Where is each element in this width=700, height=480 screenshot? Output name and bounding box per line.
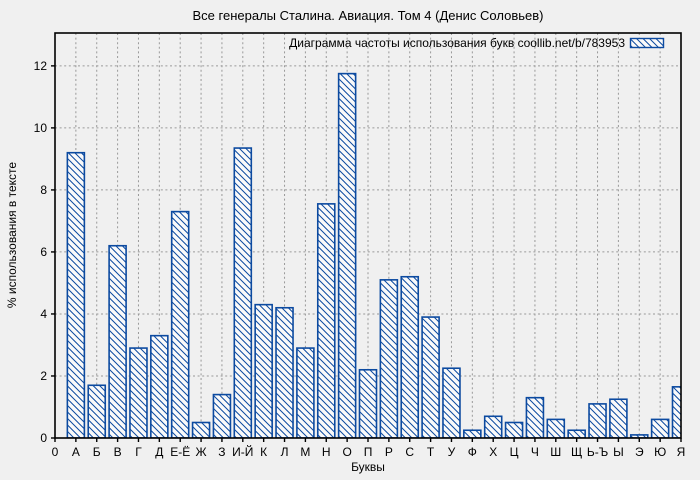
x-tick-label: Ш [550, 445, 561, 459]
bar-Ы [609, 398, 628, 438]
bar-Ф [463, 429, 482, 438]
bar-М [296, 347, 315, 438]
bar-Л [275, 306, 294, 438]
bar-Т [421, 316, 440, 438]
x-tick-label: Ы [613, 445, 624, 459]
x-tick-label: О [342, 445, 351, 459]
bar-Ч [525, 396, 545, 438]
legend-swatch [629, 37, 665, 49]
x-tick-label: 0 [52, 445, 59, 459]
bar-Ю [650, 418, 670, 438]
x-tick-label: К [260, 445, 267, 459]
bar-Г [129, 347, 148, 438]
x-tick-label: Д [155, 445, 163, 459]
legend: Диаграмма частоты использования букв coo… [289, 36, 665, 50]
y-tick-label: 12 [34, 59, 48, 73]
bar-И-Й [233, 147, 253, 438]
x-tick-label: Б [93, 445, 101, 459]
x-tick-label: У [448, 445, 456, 459]
bar-Ж [191, 421, 211, 438]
chart-title: Все генералы Сталина. Авиация. Том 4 (Де… [193, 8, 544, 23]
x-tick-label: Е-Ё [170, 445, 190, 459]
x-tick-label: Р [385, 445, 393, 459]
x-axis-label: Буквы [351, 460, 385, 474]
x-tick-label: А [72, 445, 80, 459]
bar-К [254, 303, 273, 438]
bar-Я [671, 386, 681, 438]
x-tick-label: Я [677, 445, 686, 459]
y-tick-label: 6 [40, 245, 47, 259]
x-tick-label: Ф [468, 445, 477, 459]
bar-Р [379, 279, 399, 438]
x-tick-label: З [218, 445, 225, 459]
x-tick-label: Г [135, 445, 142, 459]
x-tick-label: Т [427, 445, 435, 459]
bar-Ь-Ъ [588, 403, 607, 438]
x-tick-label: В [114, 445, 122, 459]
x-tick-label: Н [322, 445, 331, 459]
bar-П [358, 368, 378, 438]
x-tick-label: Ч [531, 445, 539, 459]
x-tick-label: Ц [510, 445, 519, 459]
bar-Е-Ё [170, 210, 190, 438]
bar-У [442, 367, 461, 438]
x-tick-label: П [364, 445, 373, 459]
y-tick-label: 0 [40, 431, 47, 445]
bar-О [337, 72, 357, 438]
x-tick-label: Ь-Ъ [587, 445, 608, 459]
axis-ticks [51, 65, 682, 442]
x-tick-label: М [300, 445, 310, 459]
bar-Н [316, 203, 336, 438]
bar-Б [87, 384, 107, 438]
y-axis-label: % использования в тексте [5, 162, 19, 308]
x-tick-label: Х [489, 445, 497, 459]
bar-С [400, 275, 420, 438]
bar-Ш [546, 418, 566, 438]
y-tick-labels: 0 2 4 6 8 10 12 [34, 59, 48, 445]
x-tick-label: Л [281, 445, 289, 459]
x-tick-label: Э [635, 445, 644, 459]
y-tick-label: 2 [40, 369, 47, 383]
bar-Д [150, 334, 169, 438]
x-tick-label: С [405, 445, 414, 459]
x-tick-label: И-Й [232, 444, 253, 459]
y-tick-label: 8 [40, 183, 47, 197]
bar-Щ [567, 429, 586, 438]
bars [66, 72, 681, 438]
legend-label: Диаграмма частоты использования букв coo… [289, 36, 625, 50]
bar-В [108, 244, 127, 438]
bar-А [66, 151, 86, 438]
y-tick-label: 10 [34, 121, 48, 135]
bar-Х [483, 415, 503, 438]
bar-Ц [504, 421, 524, 438]
x-tick-label: Ж [196, 445, 207, 459]
x-tick-label: Щ [571, 445, 582, 459]
y-tick-label: 4 [40, 307, 47, 321]
bar-З [212, 393, 232, 438]
x-tick-label: Ю [654, 445, 666, 459]
x-tick-labels: 0 А Б В Г Д Е-Ё Ж З И-Й К Л М Н О П Р С Т У Ф Х Ц Ч Ш Щ Ь-Ъ Ы Э Ю Я [52, 444, 686, 459]
